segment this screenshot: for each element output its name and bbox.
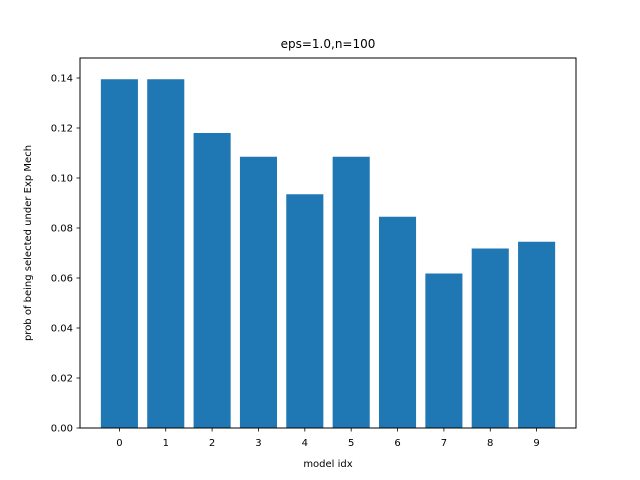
x-tick-label: 0 <box>116 438 122 449</box>
y-tick-label: 0.06 <box>51 274 73 285</box>
x-tick-label: 6 <box>394 438 400 449</box>
x-tick-label: 8 <box>487 438 493 449</box>
bar-3 <box>239 156 278 428</box>
y-tick-label: 0.08 <box>51 224 73 235</box>
bar-0 <box>100 79 138 428</box>
x-tick-label: 4 <box>302 438 308 449</box>
bar-2 <box>193 133 231 428</box>
y-tick-label: 0.12 <box>51 124 73 135</box>
y-tick-label: 0.10 <box>51 174 73 185</box>
y-tick-label: 0.00 <box>51 424 73 435</box>
bar-6 <box>378 216 417 428</box>
plot-frame <box>79 57 577 429</box>
x-tick-label: 7 <box>441 438 447 449</box>
x-axis-label: model idx <box>303 459 352 470</box>
y-ticks-group: 0.00 0.02 0.04 0.06 0.08 0.10 0.12 0.14 <box>51 74 80 435</box>
y-tick-label: 0.14 <box>51 74 73 85</box>
bar-1 <box>147 79 185 428</box>
x-tick-label: 2 <box>209 438 215 449</box>
x-tick-label: 9 <box>533 438 539 449</box>
bar-7 <box>425 273 463 428</box>
x-tick-label: 1 <box>163 438 169 449</box>
x-tick-label: 3 <box>255 438 261 449</box>
chart-title: eps=1.0,n=100 <box>281 37 376 51</box>
bar-5 <box>332 156 370 428</box>
y-tick-label: 0.04 <box>51 324 73 335</box>
y-axis-label: prob of being selected under Exp Mech <box>23 145 34 341</box>
bars-group <box>100 79 556 428</box>
y-tick-label: 0.02 <box>51 374 73 385</box>
x-ticks-group: 0 1 2 3 4 5 6 7 8 9 <box>116 428 540 449</box>
bar-4 <box>286 194 324 428</box>
x-tick-label: 5 <box>348 438 354 449</box>
bar-8 <box>471 248 509 428</box>
bar-9 <box>518 241 556 428</box>
